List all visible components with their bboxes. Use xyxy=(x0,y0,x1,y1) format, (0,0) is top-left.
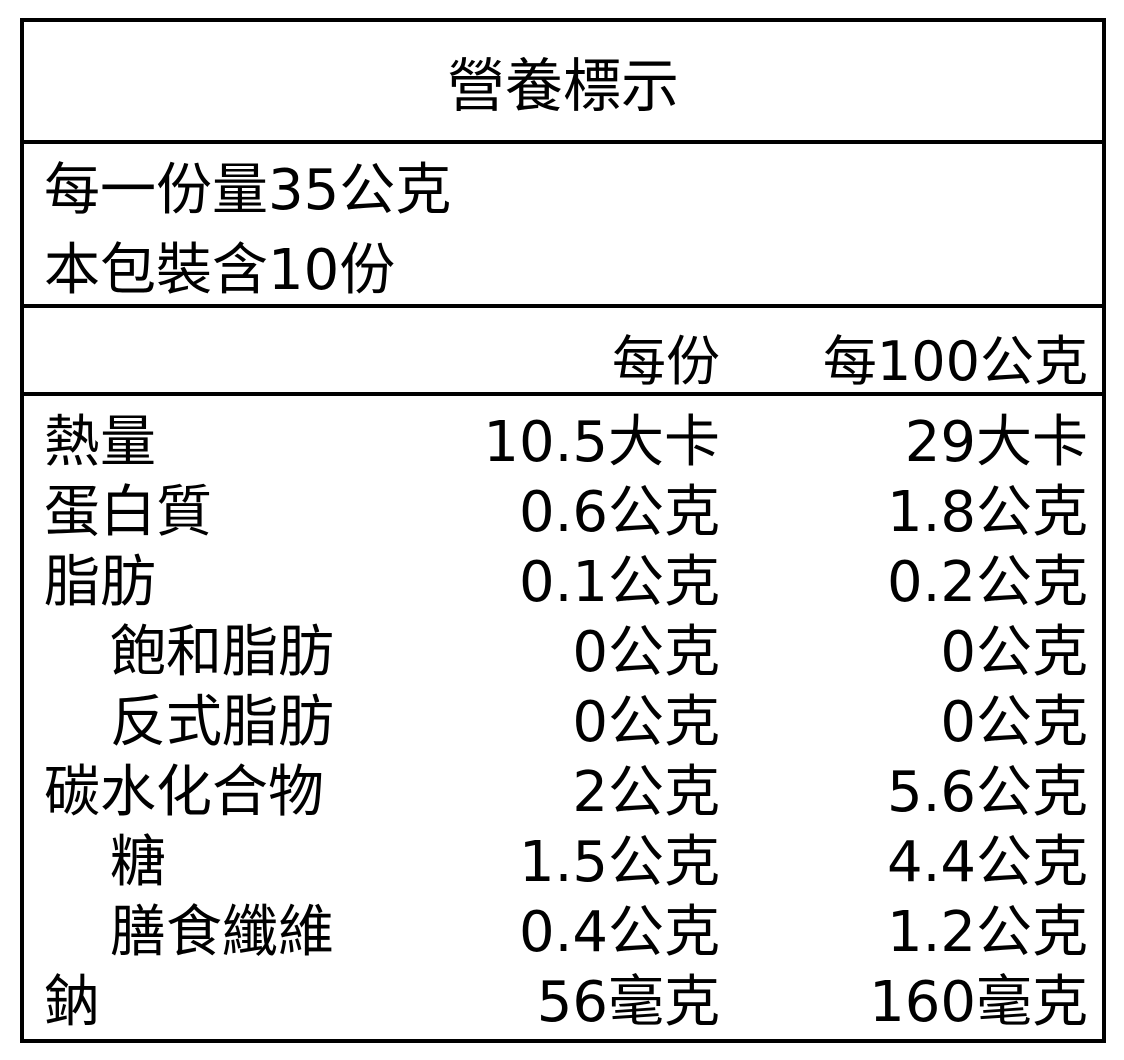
column-header-per-100g: 每100公克 xyxy=(822,330,1088,393)
per-100g-value: 4.4公克 xyxy=(886,830,1088,895)
per-serving-value: 0公克 xyxy=(572,620,720,685)
per-serving-value: 0.4公克 xyxy=(518,900,720,965)
per-serving-value: 56毫克 xyxy=(536,970,720,1035)
nutrient-row: 鈉 56毫克 160毫克 xyxy=(24,968,1102,1038)
nutrient-name: 蛋白質 xyxy=(44,480,212,545)
per-100g-value: 29大卡 xyxy=(904,410,1088,475)
nutrient-name: 膳食纖維 xyxy=(110,900,334,965)
nutrient-name: 飽和脂肪 xyxy=(110,620,334,685)
nutrient-row: 碳水化合物 2公克 5.6公克 xyxy=(24,758,1102,828)
nutrient-name: 碳水化合物 xyxy=(44,760,324,825)
per-serving-value: 0.6公克 xyxy=(518,480,720,545)
per-serving-value: 2公克 xyxy=(572,760,720,825)
nutrient-row: 膳食纖維 0.4公克 1.2公克 xyxy=(24,898,1102,968)
per-serving-value: 10.5大卡 xyxy=(483,410,720,475)
per-100g-value: 0公克 xyxy=(940,620,1088,685)
nutrient-name: 反式脂肪 xyxy=(110,690,334,755)
per-serving-value: 0公克 xyxy=(572,690,720,755)
nutrient-row: 蛋白質 0.6公克 1.8公克 xyxy=(24,478,1102,548)
column-header-per-serving: 每份 xyxy=(612,330,720,393)
nutrient-row: 糖 1.5公克 4.4公克 xyxy=(24,828,1102,898)
per-100g-value: 160毫克 xyxy=(869,970,1088,1035)
nutrient-row: 反式脂肪 0公克 0公克 xyxy=(24,688,1102,758)
per-100g-value: 5.6公克 xyxy=(886,760,1088,825)
nutrient-name: 脂肪 xyxy=(44,550,156,615)
nutrient-row: 飽和脂肪 0公克 0公克 xyxy=(24,618,1102,688)
nutrient-name: 鈉 xyxy=(44,970,100,1035)
servings-per-package: 本包裝含10份 xyxy=(44,238,396,303)
nutrient-name: 糖 xyxy=(110,830,166,895)
divider xyxy=(24,140,1102,144)
divider xyxy=(24,392,1102,396)
per-100g-value: 0.2公克 xyxy=(886,550,1088,615)
per-100g-value: 1.8公克 xyxy=(886,480,1088,545)
nutrient-name: 熱量 xyxy=(44,410,156,475)
per-100g-value: 1.2公克 xyxy=(886,900,1088,965)
divider xyxy=(24,304,1102,308)
nutrient-row: 熱量 10.5大卡 29大卡 xyxy=(24,408,1102,478)
nutrition-label: 營養標示 每一份量35公克 本包裝含10份 每份 每100公克 熱量 10.5大… xyxy=(20,18,1106,1043)
label-title: 營養標示 xyxy=(446,52,679,120)
per-100g-value: 0公克 xyxy=(940,690,1088,755)
serving-size: 每一份量35公克 xyxy=(44,158,452,223)
per-serving-value: 1.5公克 xyxy=(518,830,720,895)
per-serving-value: 0.1公克 xyxy=(518,550,720,615)
nutrient-row: 脂肪 0.1公克 0.2公克 xyxy=(24,548,1102,618)
